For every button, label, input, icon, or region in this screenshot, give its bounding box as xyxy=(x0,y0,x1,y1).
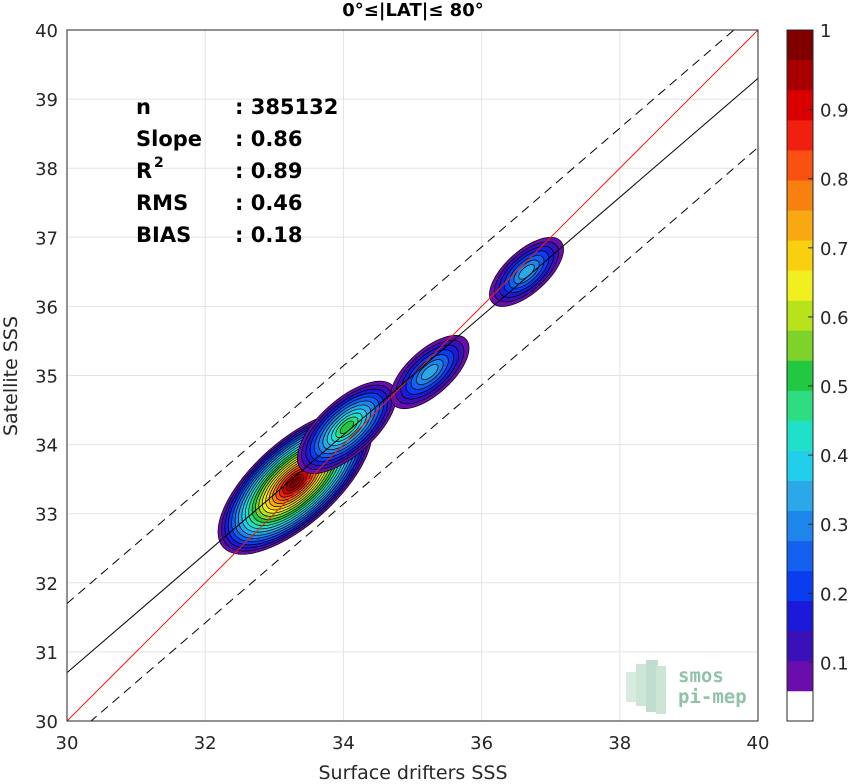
colorbar-segment xyxy=(787,240,813,271)
colorbar-segment xyxy=(787,150,813,181)
colorbar-tick-labels: 0.1 0.2 0.3 0.4 0.5 0.6 0.7 0.8 0.9 1 xyxy=(808,21,849,674)
colorbar-segment xyxy=(787,630,813,662)
x-tick-labels: 30 32 34 36 38 40 xyxy=(56,733,770,754)
density-band xyxy=(289,477,301,488)
y-tick-label: 35 xyxy=(35,367,58,388)
y-tick-label: 38 xyxy=(35,159,58,180)
logo-text-pimep: pi-mep xyxy=(678,686,747,708)
lower-bound-line xyxy=(90,147,758,721)
x-tick-label: 40 xyxy=(747,733,770,754)
reference-lines xyxy=(67,30,758,721)
density-blob xyxy=(296,380,397,474)
colorbar-segment xyxy=(787,60,813,91)
colorbar-segment xyxy=(787,510,813,542)
stat-label-slope: Slope xyxy=(136,127,202,151)
colorbar-tick-label: 0.9 xyxy=(820,101,849,122)
colorbar-tick-label: 0.7 xyxy=(820,239,849,260)
density-contours xyxy=(217,236,564,555)
stat-value-n: : 385132 xyxy=(235,95,338,119)
colorbar-segment xyxy=(787,180,813,211)
axes-box xyxy=(66,29,759,722)
colorbar-segment xyxy=(787,330,813,361)
stat-label-bias: BIAS xyxy=(136,223,191,247)
density-blob xyxy=(489,236,564,307)
statistics-box: n : 385132 Slope : 0.86 R 2 : 0.89 RMS : 0.46 BIA… xyxy=(136,95,338,247)
colorbar-segment xyxy=(787,30,813,61)
stat-value-r: : 0.89 xyxy=(235,159,303,183)
regression-line xyxy=(67,77,758,674)
colorbar-segment xyxy=(787,450,813,481)
stat-value-rms: : 0.46 xyxy=(235,191,303,215)
stat-label-superscript: 2 xyxy=(154,155,164,171)
smos-pimep-logo: smos pi-mep xyxy=(626,660,747,714)
logo-text-smos: smos xyxy=(678,665,724,687)
colorbar-tick-label: 0.3 xyxy=(820,515,849,536)
colorbar-segment xyxy=(787,570,813,602)
colorbar-segment xyxy=(787,420,813,451)
x-tick-label: 32 xyxy=(194,733,217,754)
colorbar-tick-label: 0.5 xyxy=(820,377,849,398)
stat-label-rms: RMS xyxy=(136,191,188,215)
y-axis-label: Satellite SSS xyxy=(0,316,22,436)
colorbar-tick-label: 0.1 xyxy=(820,653,849,674)
colorbar-segment xyxy=(787,660,813,692)
colorbar-segment xyxy=(787,270,813,301)
colorbar-segment xyxy=(787,120,813,151)
chart-title: 0°≤|LAT|≤ 80° xyxy=(342,0,483,21)
density-blob xyxy=(390,335,470,410)
colorbar-segment xyxy=(787,600,813,632)
stat-label-r: R xyxy=(136,159,152,183)
x-tick-label: 38 xyxy=(608,733,631,754)
y-tick-label: 40 xyxy=(35,21,58,42)
colorbar-tick-label: 1 xyxy=(820,21,831,42)
colorbar-segment xyxy=(787,210,813,241)
colorbar-segment xyxy=(787,480,813,511)
colorbar-tick-label: 0.6 xyxy=(820,308,849,329)
density-band xyxy=(421,363,439,381)
x-axis-label: Surface drifters SSS xyxy=(319,762,508,784)
y-tick-label: 39 xyxy=(35,90,58,111)
stat-value-bias: : 0.18 xyxy=(235,223,303,247)
colorbar-segment xyxy=(787,300,813,331)
y-tick-labels: 30 31 32 33 34 35 36 37 38 39 40 xyxy=(35,21,58,733)
y-tick-label: 33 xyxy=(35,505,58,526)
colorbar-tick-label: 0.4 xyxy=(820,446,849,467)
stat-value-slope: : 0.86 xyxy=(235,127,303,151)
stat-label-n: n xyxy=(136,95,151,119)
y-tick-label: 34 xyxy=(35,436,58,457)
colorbar-tick-label: 0.2 xyxy=(820,584,849,605)
x-tick-label: 36 xyxy=(470,733,493,754)
x-tick-label: 30 xyxy=(56,733,79,754)
logo-emblem-icon xyxy=(626,660,666,714)
y-tick-label: 37 xyxy=(35,228,58,249)
y-tick-label: 32 xyxy=(35,574,58,595)
colorbar-frame xyxy=(786,29,814,722)
y-tick-label: 30 xyxy=(35,712,58,733)
colorbar-segment xyxy=(787,540,813,572)
colorbar xyxy=(786,29,814,722)
y-tick-label: 31 xyxy=(35,643,58,664)
colorbar-segment xyxy=(787,390,813,421)
colorbar-tick-label: 0.8 xyxy=(820,170,849,191)
x-tick-label: 34 xyxy=(332,733,355,754)
upper-bound-line xyxy=(67,30,735,604)
y-tick-label: 36 xyxy=(35,297,58,318)
colorbar-segment xyxy=(787,90,813,121)
colorbar-segment xyxy=(787,690,813,722)
